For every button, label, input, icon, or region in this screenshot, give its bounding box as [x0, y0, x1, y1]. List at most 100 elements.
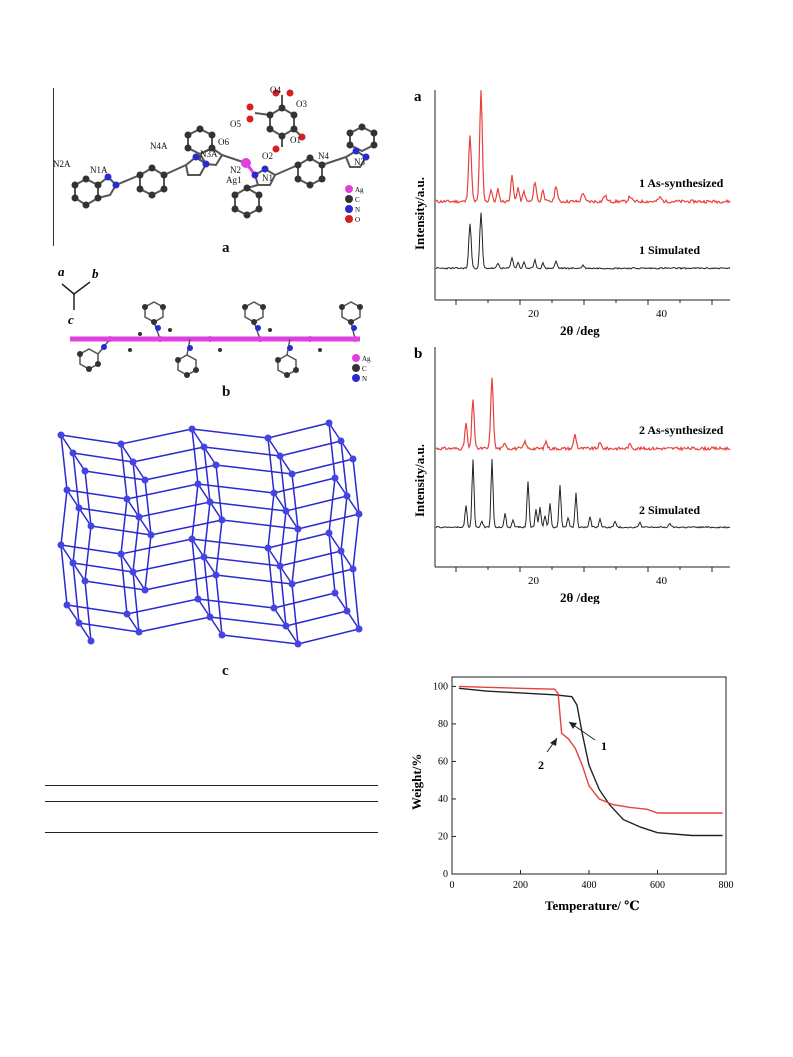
legend-ag: Ag — [355, 186, 364, 194]
net-edge — [352, 458, 360, 515]
net-node — [288, 470, 296, 478]
net-edge — [144, 479, 152, 536]
panel-a-label: a — [222, 240, 230, 256]
net-node — [218, 631, 226, 639]
net-edge — [60, 434, 68, 491]
net-node — [294, 640, 302, 648]
tga-xtick-label: 400 — [582, 880, 597, 891]
net-edge — [132, 446, 205, 463]
net-node — [270, 604, 278, 612]
net-edge — [279, 510, 287, 567]
atom-legend-b: Ag C N — [352, 354, 371, 383]
net-edge — [60, 434, 122, 445]
atom-label-o2: O2 — [262, 151, 273, 161]
net-edge — [209, 501, 223, 521]
net-edge — [144, 534, 152, 591]
net-edge — [340, 440, 348, 497]
net-edge — [138, 516, 152, 536]
net-edge — [120, 428, 193, 445]
net-edge — [197, 598, 275, 609]
net-node — [337, 437, 345, 445]
net-edge — [126, 498, 140, 518]
net-edge — [291, 568, 354, 585]
xrd-a-trace2-label: 1 Simulated — [639, 243, 700, 257]
net-node — [81, 577, 89, 585]
net-edge — [273, 492, 287, 512]
net-edge — [340, 550, 348, 612]
net-edge — [328, 422, 336, 479]
net-edge — [132, 461, 140, 518]
net-edge — [203, 446, 281, 457]
net-node — [63, 601, 71, 609]
net-edge — [132, 461, 146, 481]
net-edge — [84, 525, 92, 582]
net-node — [69, 559, 77, 567]
atom-label-o3: O3 — [296, 99, 307, 109]
net-edge — [197, 483, 275, 494]
net-edge — [60, 434, 74, 454]
net-edge — [120, 498, 128, 555]
tga-chart: 0 200 400 600 800 0 20 40 60 80 100 Weight/% Tempe… — [409, 676, 734, 913]
tga-series-1 — [458, 687, 723, 837]
net-edge — [215, 464, 223, 521]
xrd-a-trace1-label: 1 As-synthesized — [639, 176, 724, 190]
net-node — [270, 489, 278, 497]
net-edge — [291, 528, 299, 585]
xrd-b-xlabel: 2θ /deg — [560, 590, 600, 604]
net-edge — [132, 571, 140, 633]
net-edge — [267, 422, 330, 439]
net-edge — [352, 568, 360, 630]
xrd-a-ylabel: Intensity/a.u. — [412, 177, 427, 250]
net-node — [343, 492, 351, 500]
net-edge — [285, 510, 299, 530]
net-node — [200, 553, 208, 561]
xrd-a-tick-20: 20 — [528, 308, 540, 320]
net-edge — [203, 556, 281, 567]
net-edge — [120, 443, 134, 463]
net-edge — [60, 544, 122, 555]
net-edge — [346, 610, 360, 630]
net-node — [206, 498, 214, 506]
net-edge — [197, 483, 211, 503]
net-node — [325, 529, 333, 537]
net-node — [331, 589, 339, 597]
net-node — [81, 467, 89, 475]
net-edge — [346, 495, 360, 515]
left-vertical-rule — [53, 88, 54, 246]
net-edge — [138, 616, 211, 633]
net-node — [331, 474, 339, 482]
net-edge — [297, 513, 360, 530]
net-node — [264, 434, 272, 442]
net-edge — [279, 565, 293, 585]
net-edge — [340, 550, 354, 570]
net-node — [135, 628, 143, 636]
atom-label-n4a: N4A — [150, 141, 168, 151]
panel-b-label: b — [222, 384, 231, 400]
net-edge — [120, 538, 193, 555]
structure-panel-a: O4 O3 O5 O1 O6 O2 N4A N3A N2A N1A Ag1 N2… — [53, 85, 378, 224]
net-edge — [291, 458, 354, 475]
xrd-a-trace-assynth — [435, 90, 731, 205]
legend-o: O — [355, 216, 360, 224]
atom-label-n1a: N1A — [90, 165, 108, 175]
net-node — [282, 622, 290, 630]
tga-ytick-label: 0 — [443, 869, 448, 880]
net-edge — [72, 452, 86, 472]
net-node — [75, 619, 83, 627]
atom-label-n3a: N3A — [200, 149, 218, 159]
net-node — [57, 541, 65, 549]
net-edge — [352, 513, 360, 570]
axis-a: a — [58, 264, 65, 279]
net-node — [194, 480, 202, 488]
net-node — [349, 565, 357, 573]
net-node — [87, 637, 95, 645]
atom-label-n1: N1 — [262, 173, 273, 183]
net-node — [264, 544, 272, 552]
net-edge — [209, 616, 287, 627]
net-node — [337, 547, 345, 555]
net-node — [117, 440, 125, 448]
net-edge — [78, 622, 140, 633]
net-node — [212, 571, 220, 579]
net-edge — [203, 501, 211, 558]
net-edge — [78, 507, 140, 518]
